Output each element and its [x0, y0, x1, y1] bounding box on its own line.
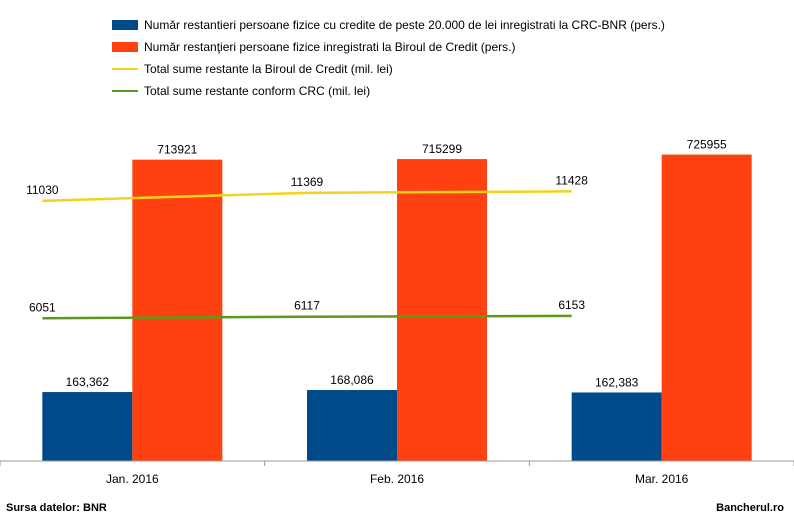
x-tick-label-2: Feb. 2016 [370, 472, 424, 486]
line-label-s3-2: 11369 [291, 175, 324, 189]
brand-label: Bancherul.ro [716, 502, 784, 514]
bar-label-s1-3: 162,383 [595, 375, 639, 389]
bar-s2-1 [132, 159, 223, 461]
bar-label-s1-2: 168,086 [330, 373, 374, 387]
chart-legend: Număr restantieri persoane fizice cu cre… [112, 14, 665, 102]
bar-label-s2-3: 725955 [687, 138, 727, 152]
legend-item-series-1: Număr restantieri persoane fizice cu cre… [112, 14, 665, 36]
bar-label-s2-2: 715299 [422, 142, 462, 156]
line-label-s3-1: 11030 [26, 183, 59, 197]
x-tick-label-3: Mar. 2016 [635, 472, 689, 486]
line-label-s3-3: 11428 [555, 173, 588, 187]
legend-item-series-4: Total sume restante conform CRC (mil. le… [112, 80, 665, 102]
legend-label-series-2: Număr restanţieri persoane fizice inregi… [144, 40, 516, 54]
bar-s2-2 [397, 159, 487, 461]
legend-label-series-3: Total sume restante la Biroul de Credit … [144, 62, 393, 76]
legend-swatch-series-4 [112, 90, 138, 92]
line-series-4 [42, 314, 572, 320]
legend-label-series-4: Total sume restante conform CRC (mil. le… [144, 84, 371, 98]
line-label-s4-2: 6117 [294, 299, 320, 313]
legend-item-series-2: Număr restanţieri persoane fizice inregi… [112, 36, 665, 58]
bar-s2-3 [661, 154, 752, 462]
bar-s1-3 [571, 392, 662, 461]
legend-swatch-series-1 [112, 20, 138, 30]
line-series-3 [42, 190, 572, 203]
bar-label-s1-1: 163,362 [66, 375, 110, 389]
legend-item-series-3: Total sume restante la Biroul de Credit … [112, 58, 665, 80]
bar-s1-1 [42, 392, 133, 461]
line-label-s4-3: 6153 [558, 298, 585, 312]
legend-swatch-series-2 [112, 42, 138, 52]
line-label-s4-1: 6051 [29, 300, 56, 314]
bar-label-s2-1: 713921 [157, 143, 197, 157]
legend-swatch-series-3 [112, 68, 138, 70]
bar-s1-2 [307, 390, 397, 461]
legend-label-series-1: Număr restantieri persoane fizice cu cre… [144, 18, 665, 32]
x-tick-label-1: Jan. 2016 [106, 472, 159, 486]
source-note: Sursa datelor: BNR [6, 502, 107, 514]
